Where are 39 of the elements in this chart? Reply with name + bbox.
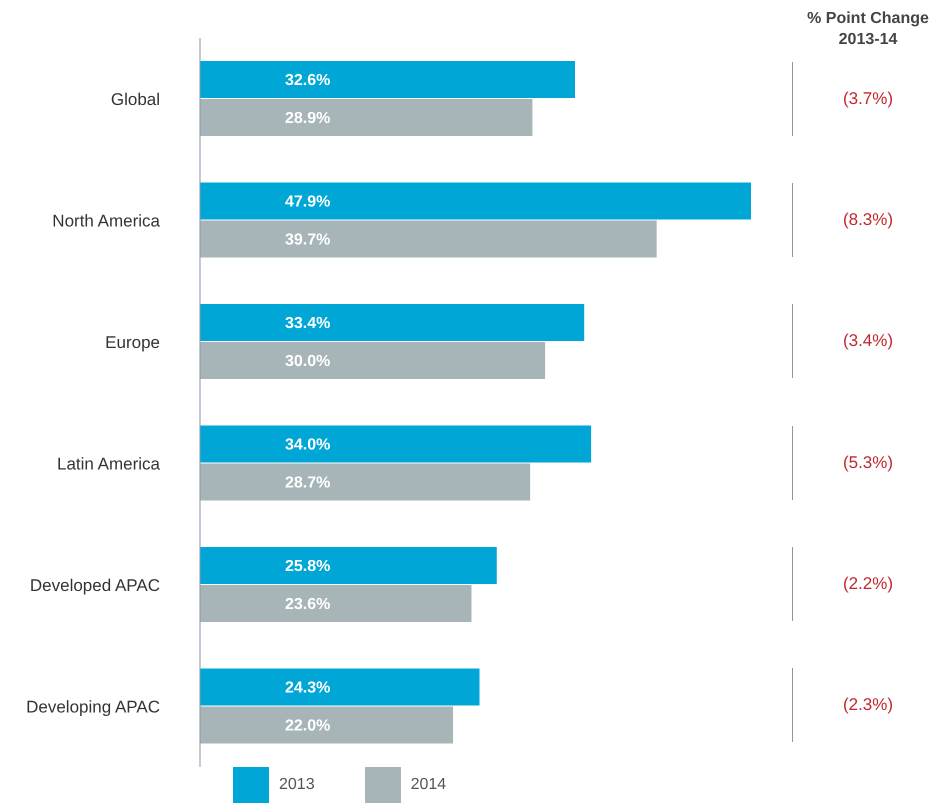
text: (5.3%)	[842, 452, 894, 473]
data-label: 33.4%	[285, 315, 330, 332]
data-label: 28.7%	[285, 474, 330, 492]
data-label: 30.0%	[285, 353, 330, 370]
y-tick-label: Latin America	[57, 454, 161, 474]
data-label: 28.9%	[285, 110, 330, 128]
y-tick-label: Developing APAC	[26, 697, 160, 716]
bar	[200, 342, 546, 379]
bar	[200, 706, 454, 744]
y-tick-label: Global	[110, 90, 160, 109]
data-label: 39.7%	[285, 232, 330, 249]
bar	[200, 547, 497, 584]
bar	[200, 99, 532, 136]
text: % Point Change 2013-14	[806, 9, 930, 50]
bar	[200, 668, 480, 706]
data-label: 34.0%	[285, 436, 330, 454]
text: (3.4%)	[842, 331, 894, 352]
y-tick-label: Developed APAC	[30, 576, 160, 595]
bar	[200, 182, 751, 220]
text: (2.2%)	[842, 574, 894, 594]
bar	[200, 61, 575, 98]
text: (3.7%)	[842, 88, 894, 109]
text: (8.3%)	[842, 210, 894, 230]
data-label: 22.0%	[285, 718, 330, 735]
data-label: 25.8%	[285, 558, 330, 576]
bar	[200, 426, 592, 462]
text: (2.3%)	[842, 695, 894, 716]
bar	[200, 304, 584, 341]
bar	[200, 220, 657, 258]
data-label: 24.3%	[285, 680, 330, 697]
y-tick-label: North America	[52, 211, 161, 230]
data-label: 47.9%	[285, 194, 330, 211]
bar	[200, 464, 530, 500]
y-tick-label: Europe	[105, 332, 160, 352]
bar	[200, 585, 472, 622]
legend-label: 2014	[410, 776, 446, 794]
legend-label: 2013	[279, 776, 315, 794]
data-label: 32.6%	[285, 72, 330, 90]
data-label: 23.6%	[285, 596, 330, 614]
